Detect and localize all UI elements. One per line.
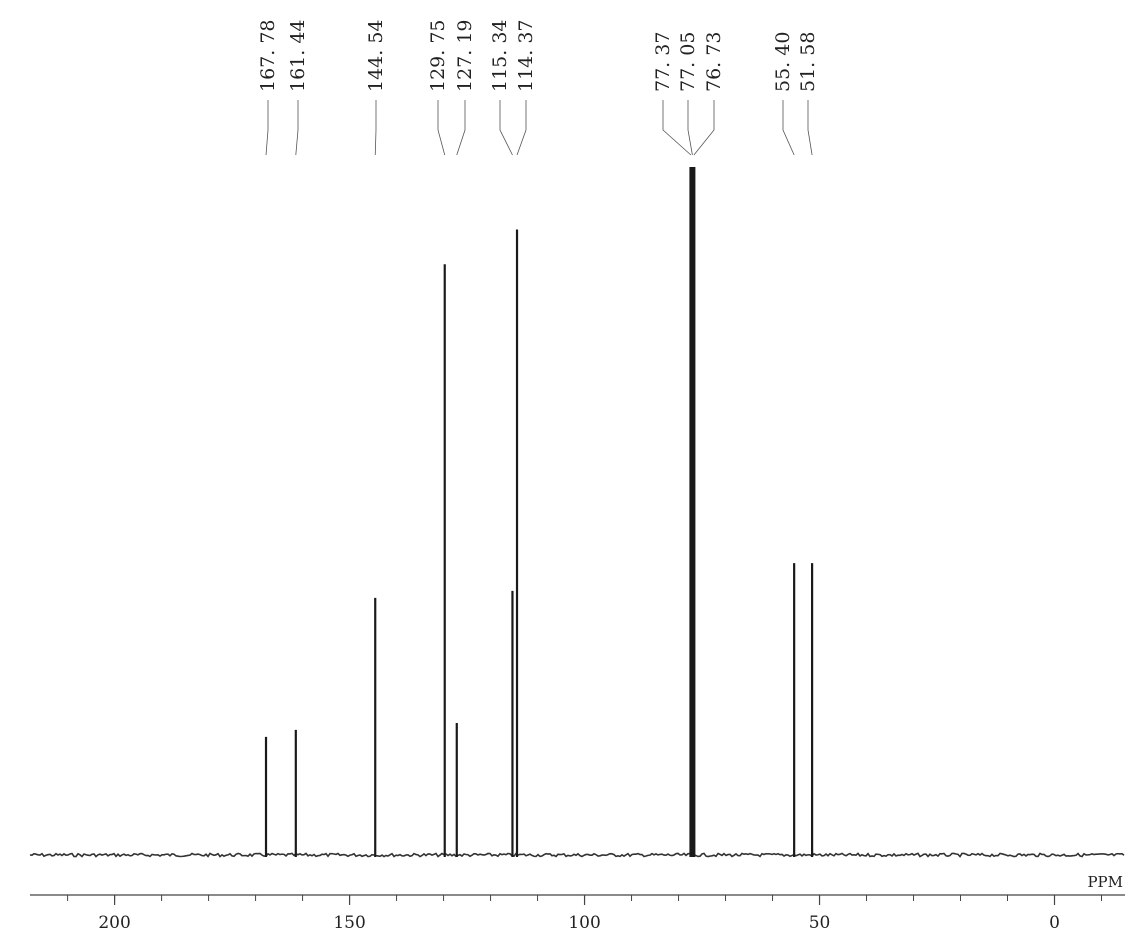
peak-label: 77. 37: [652, 32, 674, 92]
peak-label-connector: [516, 100, 527, 156]
peak-label-connector: [687, 100, 693, 156]
peak-label: 127. 19: [454, 19, 476, 92]
x-axis-unit-label: PPM: [1087, 873, 1123, 891]
peak-label: 167. 78: [257, 19, 279, 92]
peak-label: 77. 05: [677, 32, 699, 92]
peak-connector-layer: [265, 100, 813, 156]
peak-label: 161. 44: [287, 19, 309, 92]
peak-label-connector: [374, 100, 377, 156]
x-axis-tick-label: 150: [333, 913, 365, 933]
peak-label: 114. 37: [515, 19, 537, 92]
peak-label: 76. 73: [703, 32, 725, 92]
x-axis-tick-label: 50: [809, 913, 831, 933]
x-axis-tick-label: 0: [1049, 913, 1060, 933]
peak-label-connector: [693, 100, 715, 156]
peak-label: 144. 54: [365, 19, 387, 92]
peak-label-connector: [782, 100, 795, 156]
peak-label: 51. 58: [797, 32, 819, 92]
peak-label: 129. 75: [427, 19, 449, 92]
peak-label: 115. 34: [489, 19, 511, 92]
peak-label: 55. 40: [772, 32, 794, 92]
peak-layer: [264, 166, 814, 857]
peak-label-connector: [499, 100, 513, 156]
peak-label-connector: [265, 100, 269, 156]
x-axis-tick-label: 200: [98, 913, 130, 933]
peak-label-layer: 167. 78 161. 44 144. 54 129. 75 127. 19 115. …: [257, 19, 819, 92]
peak-label-connector: [456, 100, 466, 156]
peak-label-connector: [807, 100, 813, 156]
peak-label-connector: [437, 100, 446, 156]
x-axis-ticks: 200 150 100 50 0: [67, 895, 1103, 933]
spectrum-baseline: [29, 852, 1125, 858]
x-axis-tick-label: 100: [568, 913, 600, 933]
peak-label-connector: [662, 100, 692, 156]
peak-label-connector: [295, 100, 299, 156]
